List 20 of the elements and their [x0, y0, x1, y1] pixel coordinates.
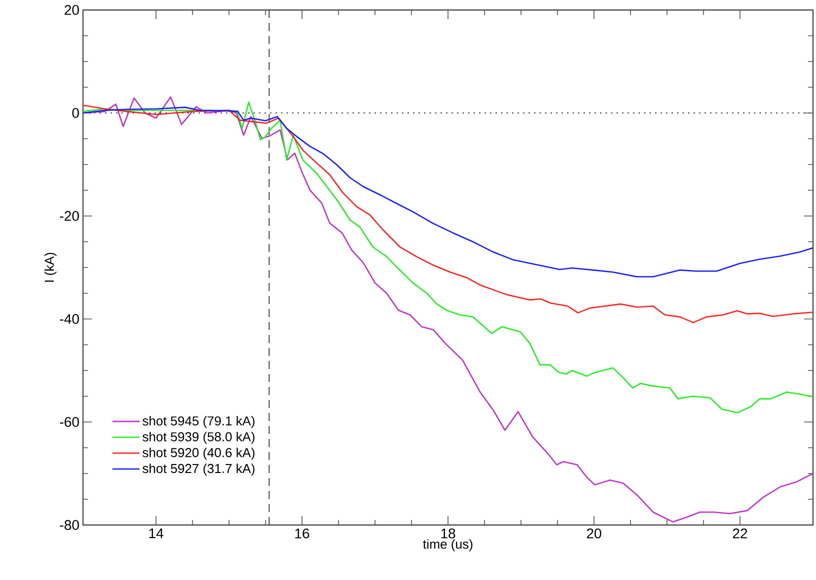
x-axis-title: time (us): [423, 539, 472, 552]
x-tick-label: 16: [295, 528, 310, 538]
line-series: [83, 106, 814, 278]
x-tick-label: 22: [732, 528, 748, 538]
x-tick-label: 14: [149, 528, 164, 538]
y-tick-label: -80: [60, 520, 79, 530]
x-tick-label: 18: [441, 528, 456, 538]
line-series: [83, 96, 814, 523]
y-tick-label: -60: [60, 417, 79, 427]
y-axis-title: I (kA): [44, 252, 56, 282]
y-tick-label: -40: [60, 314, 79, 324]
legend-label: shot 5927 (31.7 kA): [142, 464, 254, 476]
legend-label: shot 5939 (58.0 kA): [142, 432, 254, 444]
y-tick-label: 20: [64, 5, 79, 15]
x-tick-label: 20: [586, 528, 602, 538]
line-series: [83, 104, 814, 324]
y-tick-label: 0: [72, 108, 79, 118]
legend-label: shot 5945 (79.1 kA): [142, 416, 254, 428]
y-tick-label: -20: [60, 211, 79, 221]
legend-label: shot 5920 (40.6 kA): [142, 448, 254, 460]
